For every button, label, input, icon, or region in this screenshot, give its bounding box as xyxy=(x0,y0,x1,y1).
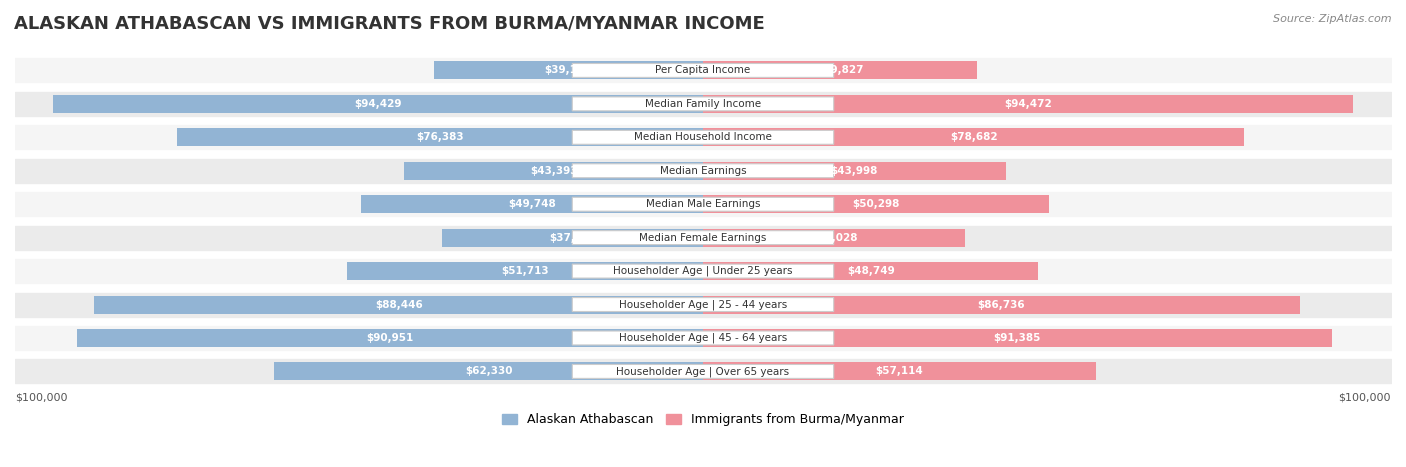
Text: Median Female Earnings: Median Female Earnings xyxy=(640,233,766,243)
Text: $94,429: $94,429 xyxy=(354,99,402,109)
Bar xyxy=(77,329,703,347)
Text: $37,905: $37,905 xyxy=(548,233,596,243)
Text: $62,330: $62,330 xyxy=(465,367,512,376)
Text: $50,298: $50,298 xyxy=(852,199,900,209)
Bar xyxy=(703,229,965,247)
Bar xyxy=(703,362,1095,381)
Bar xyxy=(177,128,703,146)
FancyBboxPatch shape xyxy=(572,164,834,178)
Text: ALASKAN ATHABASCAN VS IMMIGRANTS FROM BURMA/MYANMAR INCOME: ALASKAN ATHABASCAN VS IMMIGRANTS FROM BU… xyxy=(14,14,765,32)
Bar xyxy=(443,229,703,247)
Bar xyxy=(703,128,1244,146)
Text: $51,713: $51,713 xyxy=(502,266,548,276)
Text: $90,951: $90,951 xyxy=(367,333,413,343)
Bar xyxy=(361,195,703,213)
FancyBboxPatch shape xyxy=(572,64,834,78)
Bar xyxy=(703,262,1039,280)
Text: Median Earnings: Median Earnings xyxy=(659,166,747,176)
Bar xyxy=(703,329,1331,347)
FancyBboxPatch shape xyxy=(572,331,834,345)
Text: Householder Age | 45 - 64 years: Householder Age | 45 - 64 years xyxy=(619,333,787,343)
Bar xyxy=(703,195,1049,213)
FancyBboxPatch shape xyxy=(572,130,834,144)
Text: Per Capita Income: Per Capita Income xyxy=(655,65,751,76)
Text: $57,114: $57,114 xyxy=(876,367,924,376)
FancyBboxPatch shape xyxy=(572,364,834,378)
Text: $78,682: $78,682 xyxy=(950,132,997,142)
FancyBboxPatch shape xyxy=(572,231,834,245)
Text: $39,827: $39,827 xyxy=(817,65,863,76)
Bar xyxy=(703,296,1299,313)
Text: Source: ZipAtlas.com: Source: ZipAtlas.com xyxy=(1274,14,1392,24)
Text: $39,163: $39,163 xyxy=(544,65,592,76)
Text: Median Male Earnings: Median Male Earnings xyxy=(645,199,761,209)
Text: $94,472: $94,472 xyxy=(1004,99,1052,109)
Text: $43,393: $43,393 xyxy=(530,166,578,176)
Bar xyxy=(274,362,703,381)
Bar xyxy=(94,296,703,313)
Bar xyxy=(405,162,703,180)
Bar xyxy=(703,61,977,79)
Text: $38,028: $38,028 xyxy=(810,233,858,243)
Text: $49,748: $49,748 xyxy=(508,199,555,209)
Legend: Alaskan Athabascan, Immigrants from Burma/Myanmar: Alaskan Athabascan, Immigrants from Burm… xyxy=(502,413,904,426)
Bar xyxy=(703,95,1353,113)
Text: $76,383: $76,383 xyxy=(416,132,464,142)
FancyBboxPatch shape xyxy=(572,97,834,111)
Bar xyxy=(53,95,703,113)
FancyBboxPatch shape xyxy=(572,264,834,278)
Bar xyxy=(703,162,1005,180)
Text: $88,446: $88,446 xyxy=(375,299,423,310)
Text: Median Family Income: Median Family Income xyxy=(645,99,761,109)
Text: Householder Age | Over 65 years: Householder Age | Over 65 years xyxy=(616,366,790,377)
Bar xyxy=(347,262,703,280)
Text: Median Household Income: Median Household Income xyxy=(634,132,772,142)
Text: $100,000: $100,000 xyxy=(15,393,67,403)
Text: $100,000: $100,000 xyxy=(1339,393,1391,403)
Bar xyxy=(433,61,703,79)
FancyBboxPatch shape xyxy=(572,297,834,311)
Text: $43,998: $43,998 xyxy=(831,166,877,176)
Text: Householder Age | Under 25 years: Householder Age | Under 25 years xyxy=(613,266,793,276)
FancyBboxPatch shape xyxy=(572,197,834,211)
Text: $86,736: $86,736 xyxy=(977,299,1025,310)
Text: Householder Age | 25 - 44 years: Householder Age | 25 - 44 years xyxy=(619,299,787,310)
Text: $91,385: $91,385 xyxy=(994,333,1040,343)
Text: $48,749: $48,749 xyxy=(846,266,894,276)
